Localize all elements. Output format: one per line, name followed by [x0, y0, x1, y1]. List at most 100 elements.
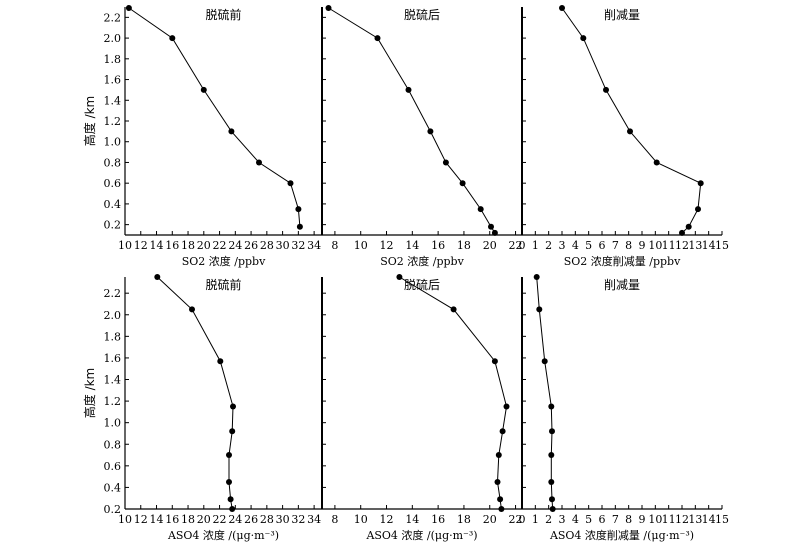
data-point — [169, 35, 176, 42]
data-point — [548, 479, 555, 485]
x-axis-title: SO2 浓度 /ppbv — [182, 254, 266, 268]
y-axis-title: 高度 /km — [82, 368, 97, 419]
x-axis-title: ASO4 浓度削减量 /(μg·m⁻³) — [549, 528, 694, 542]
y-tick-label: 2.2 — [104, 287, 122, 300]
y-tick-label: 0.8 — [104, 156, 122, 169]
y-tick-label: 1.4 — [104, 94, 122, 107]
x-tick-label: 32 — [291, 513, 305, 526]
x-tick-label: 24 — [228, 239, 242, 252]
x-tick-label: 12 — [134, 239, 148, 252]
data-point — [217, 358, 224, 365]
data-point — [230, 403, 236, 410]
x-tick-label: 14 — [150, 513, 164, 526]
data-point — [549, 496, 555, 503]
panel-title: 脱硫前 — [205, 277, 241, 292]
x-tick-label: 12 — [675, 239, 689, 252]
x-tick-label: 0 — [519, 513, 526, 526]
data-point — [549, 428, 555, 435]
x-axis-title: SO2 浓度 /ppbv — [380, 254, 464, 268]
series-line — [328, 7, 496, 234]
x-tick-label: 5 — [585, 239, 592, 252]
data-point — [679, 229, 685, 236]
data-point — [627, 128, 633, 135]
x-tick-label: 12 — [380, 239, 394, 252]
data-point — [533, 274, 540, 280]
x-tick-label: 34 — [307, 239, 321, 252]
data-point — [685, 223, 692, 230]
x-tick-label: 16 — [165, 513, 179, 526]
x-tick-label: 10 — [648, 513, 662, 526]
x-tick-label: 13 — [688, 513, 702, 526]
x-tick-label: 1 — [532, 513, 539, 526]
data-point — [229, 428, 236, 435]
x-tick-label: 5 — [585, 513, 592, 526]
data-point — [580, 35, 587, 42]
x-tick-label: 8 — [331, 239, 338, 252]
x-tick-label: 16 — [431, 513, 445, 526]
x-tick-label: 14 — [702, 513, 716, 526]
data-point — [491, 229, 498, 236]
data-point — [200, 86, 207, 93]
x-tick-label: 22 — [509, 513, 523, 526]
x-tick-label: 14 — [405, 513, 419, 526]
x-tick-label: 9 — [639, 513, 646, 526]
y-tick-label: 1.6 — [104, 74, 122, 87]
x-tick-label: 16 — [431, 239, 445, 252]
x-tick-label: 12 — [675, 513, 689, 526]
data-point — [559, 5, 565, 11]
y-tick-label: 1.8 — [104, 53, 122, 66]
data-point — [226, 479, 232, 485]
data-point — [427, 128, 434, 135]
x-tick-label: 28 — [260, 513, 274, 526]
x-tick-label: 20 — [197, 513, 211, 526]
y-tick-label: 1.4 — [104, 374, 122, 387]
data-point — [227, 496, 234, 503]
data-point — [695, 206, 701, 213]
panel-1-1: 8 10 12 14 16 18 20 22 ASO4 浓度 /(μg·m⁻³) 脱硫后 — [321, 274, 523, 542]
y-tick-label: 1.0 — [104, 136, 122, 149]
x-tick-label: 10 — [648, 239, 662, 252]
x-tick-label: 16 — [165, 239, 179, 252]
data-point — [442, 159, 449, 166]
x-axis-title: SO2 浓度削减量 /ppbv — [564, 254, 681, 268]
x-tick-label: 7 — [612, 513, 619, 526]
data-point — [548, 452, 555, 458]
x-tick-label: 9 — [639, 239, 646, 252]
y-tick-label: 0.6 — [104, 177, 122, 190]
panel-1-0: 0.20.40.60.81.01.21.41.61.82.02.210 12 14 1… — [82, 274, 322, 542]
y-tick-label: 0.2 — [104, 503, 122, 516]
x-tick-label: 10 — [354, 239, 368, 252]
x-tick-label: 8 — [331, 513, 338, 526]
data-point — [229, 506, 236, 512]
x-tick-label: 4 — [572, 239, 579, 252]
x-tick-label: 11 — [662, 239, 676, 252]
x-tick-label: 24 — [228, 513, 242, 526]
x-tick-label: 14 — [702, 239, 716, 252]
y-tick-label: 1.8 — [104, 330, 122, 343]
x-tick-label: 0 — [519, 239, 526, 252]
x-tick-label: 13 — [688, 239, 702, 252]
x-tick-label: 26 — [244, 239, 258, 252]
x-tick-label: 30 — [276, 513, 290, 526]
data-point — [494, 479, 501, 485]
data-point — [295, 206, 302, 213]
x-tick-label: 26 — [244, 513, 258, 526]
data-point — [189, 306, 195, 313]
x-tick-label: 6 — [599, 239, 606, 252]
y-tick-label: 0.2 — [104, 219, 122, 232]
y-tick-label: 1.2 — [104, 115, 122, 128]
x-tick-label: 14 — [150, 239, 164, 252]
y-tick-label: 2.0 — [104, 32, 122, 45]
x-tick-label: 1 — [532, 239, 539, 252]
y-axis-title: 高度 /km — [82, 96, 97, 147]
data-point — [228, 128, 235, 135]
data-point — [374, 35, 381, 42]
y-tick-label: 0.4 — [104, 481, 122, 494]
x-tick-label: 28 — [260, 239, 274, 252]
x-tick-label: 15 — [715, 239, 729, 252]
data-point — [154, 274, 161, 280]
data-point — [256, 159, 262, 166]
data-point — [549, 506, 556, 512]
x-axis-title: ASO4 浓度 /(μg·m⁻³) — [365, 528, 477, 542]
x-tick-label: 8 — [625, 239, 632, 252]
